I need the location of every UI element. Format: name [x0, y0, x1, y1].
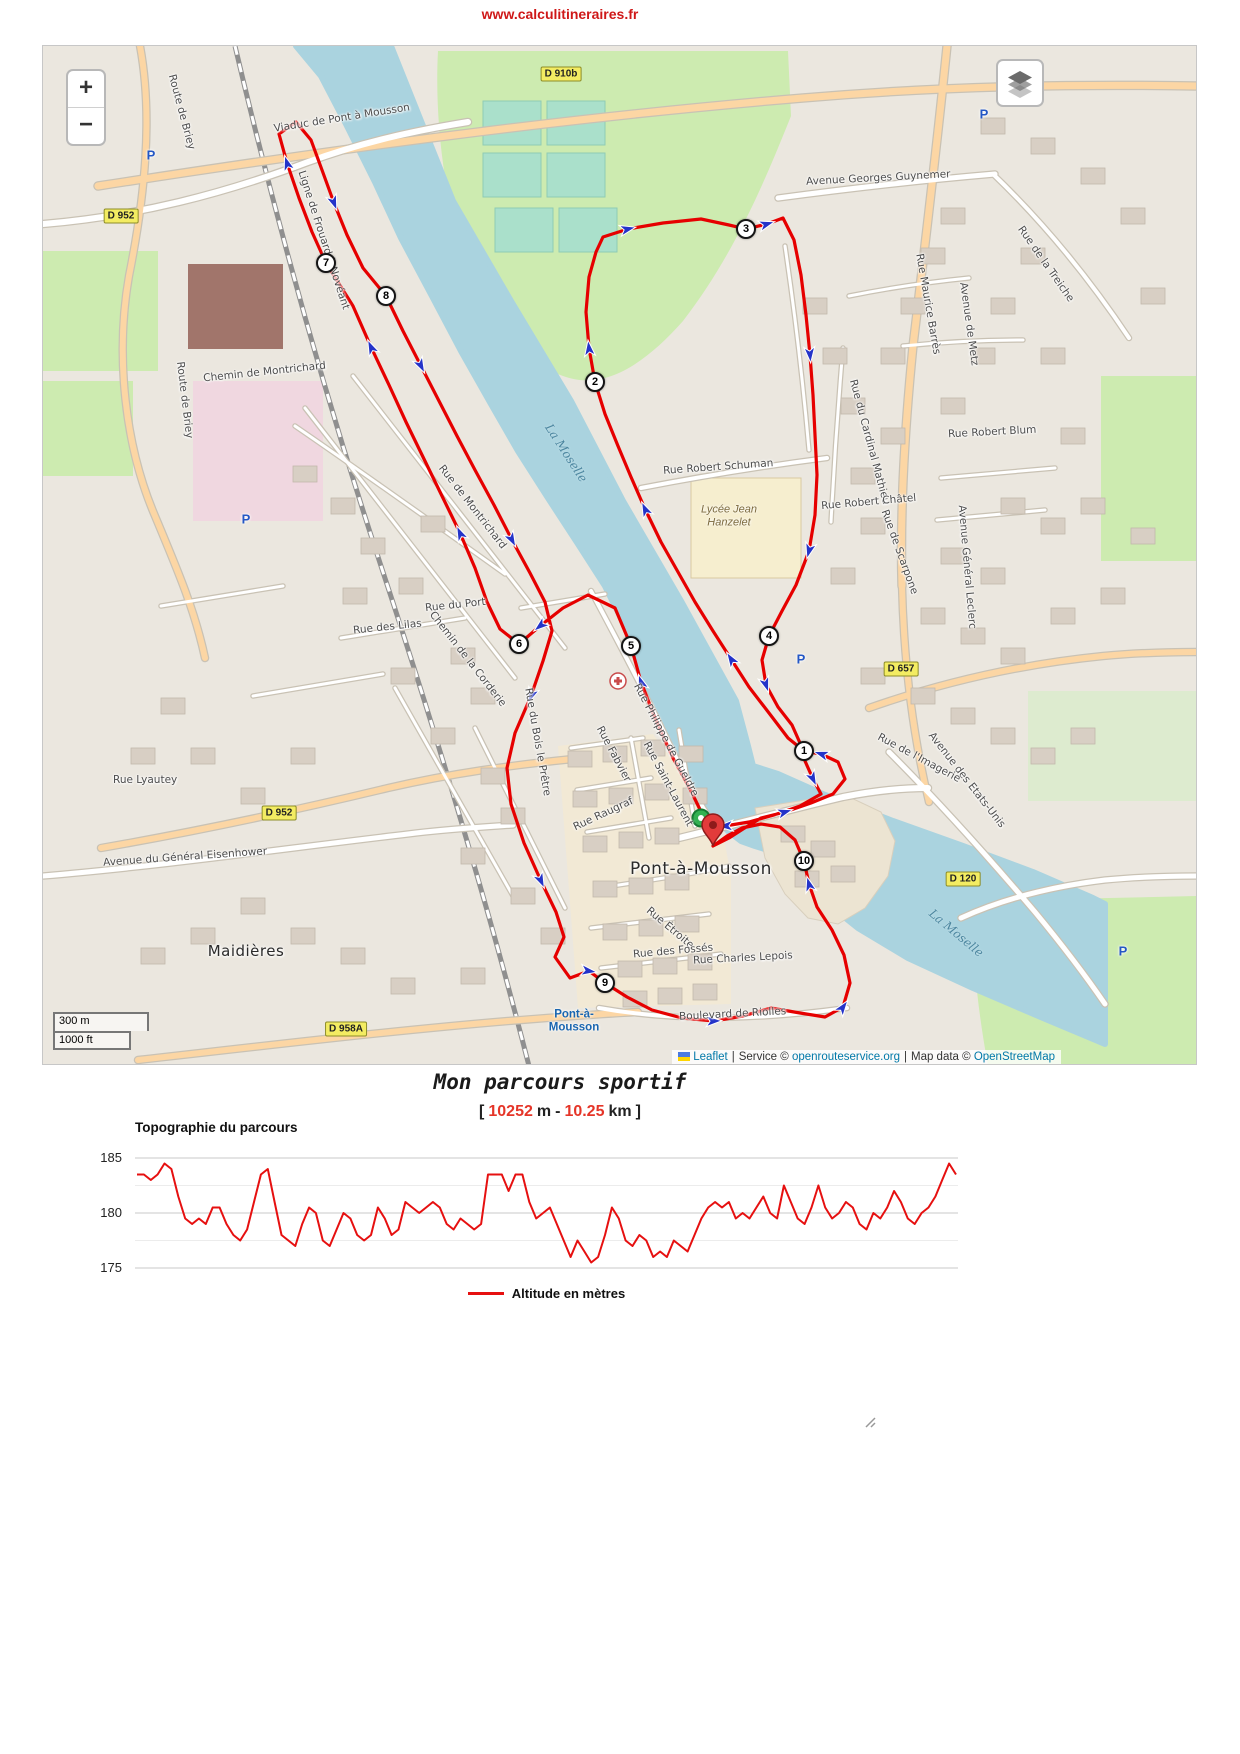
chart-title: Topographie du parcours [135, 1120, 298, 1135]
legend-line-swatch [467, 1292, 504, 1295]
scale-imperial: 1000 ft [53, 1031, 131, 1050]
resize-grip-icon[interactable] [860, 1412, 876, 1428]
direction-arrow-icon [756, 220, 777, 233]
y-tick-label: 180 [100, 1205, 122, 1220]
direction-arrow-icon [811, 750, 832, 764]
altitude-chart [135, 1157, 958, 1269]
scale-control: 300 m 1000 ft [53, 1012, 149, 1050]
direction-arrow-icon [637, 672, 651, 693]
distance-km: 10.25 [564, 1103, 605, 1120]
y-tick-label: 185 [100, 1150, 122, 1165]
poi-icon-layer [609, 672, 627, 690]
distance-km-unit: km [608, 1103, 632, 1120]
lycee-area [690, 477, 802, 579]
leaflet-flag-icon [678, 1052, 691, 1061]
altitude-line [137, 1162, 957, 1264]
chart-y-axis: 185 180 175 [80, 1148, 128, 1278]
direction-arrow-icon [367, 338, 381, 359]
distance-meters: 10252 [488, 1103, 533, 1120]
legend-label: Altitude en mètres [511, 1286, 626, 1301]
direction-arrow-icon [583, 338, 597, 359]
layers-icon [1008, 71, 1032, 98]
direction-arrow-icon [803, 767, 818, 788]
hospital-icon [609, 672, 627, 690]
route-path [277, 120, 852, 1023]
openrouteservice-link[interactable]: openrouteservice.org [791, 1051, 900, 1063]
railway-line [232, 46, 532, 1064]
route-distance: [10252 m -10.25 km] [0, 1103, 1120, 1121]
zoom-divider [68, 107, 104, 108]
map-basemap [43, 46, 1196, 1064]
zoom-in-button[interactable]: + [78, 74, 93, 101]
terrain-layer [43, 46, 1196, 1064]
direction-arrow-icon [704, 1014, 724, 1028]
zoom-out-button[interactable]: − [78, 111, 93, 138]
direction-arrow-icon [725, 650, 742, 671]
scale-metric: 300 m [53, 1012, 149, 1031]
finish-pin-marker[interactable] [701, 813, 725, 847]
zoom-control: + − [66, 69, 106, 146]
direction-arrow-icon [805, 540, 818, 561]
direction-arrow-icon [802, 345, 816, 365]
direction-arrow-icon [532, 615, 552, 633]
mapdata-credit: Map data © [910, 1051, 971, 1063]
direction-arrow-icon [410, 354, 426, 375]
distance-meters-unit: m [536, 1103, 552, 1120]
direction-arrow-icon [501, 528, 517, 549]
direction-arrow-icon [578, 963, 599, 977]
factory-building [188, 264, 283, 349]
direction-arrow-icon [283, 153, 296, 174]
route-layer [277, 120, 852, 1028]
y-tick-label: 175 [100, 1260, 122, 1275]
route-title: Mon parcours sportif [433, 1070, 687, 1094]
direction-arrow-icon [640, 500, 655, 521]
layers-control[interactable] [996, 59, 1044, 107]
chart-legend: Altitude en mètres [135, 1286, 958, 1301]
direction-arrow-icon [531, 869, 546, 890]
distance-bracket-close: ] [635, 1103, 641, 1120]
site-url-link[interactable]: www.calculitineraires.fr [481, 6, 639, 22]
distance-bracket-open: [ [479, 1103, 485, 1120]
service-credit: Service © [738, 1051, 789, 1063]
attribution-separator: | [731, 1051, 735, 1063]
direction-arrow-icon [617, 224, 638, 238]
distance-separator: - [555, 1103, 561, 1120]
direction-arrow-icon [324, 191, 338, 212]
retail-area [193, 381, 323, 521]
leaflet-link[interactable]: Leaflet [693, 1051, 728, 1063]
direction-arrow-icon [832, 999, 849, 1019]
attribution-separator: | [903, 1051, 907, 1063]
direction-arrow-icon [456, 524, 470, 545]
map-attribution: Leaflet | Service © openrouteservice.org | M… [672, 1050, 1061, 1064]
direction-arrow-icon [527, 684, 541, 705]
direction-arrow-icon [774, 808, 795, 821]
map[interactable]: D 910b D 952 D 952 D 657 D 120 D 958A Route de… [42, 45, 1197, 1065]
direction-arrow-icon [756, 674, 770, 695]
direction-arrow-icon [805, 874, 818, 895]
openstreetmap-link[interactable]: OpenStreetMap [973, 1051, 1055, 1063]
